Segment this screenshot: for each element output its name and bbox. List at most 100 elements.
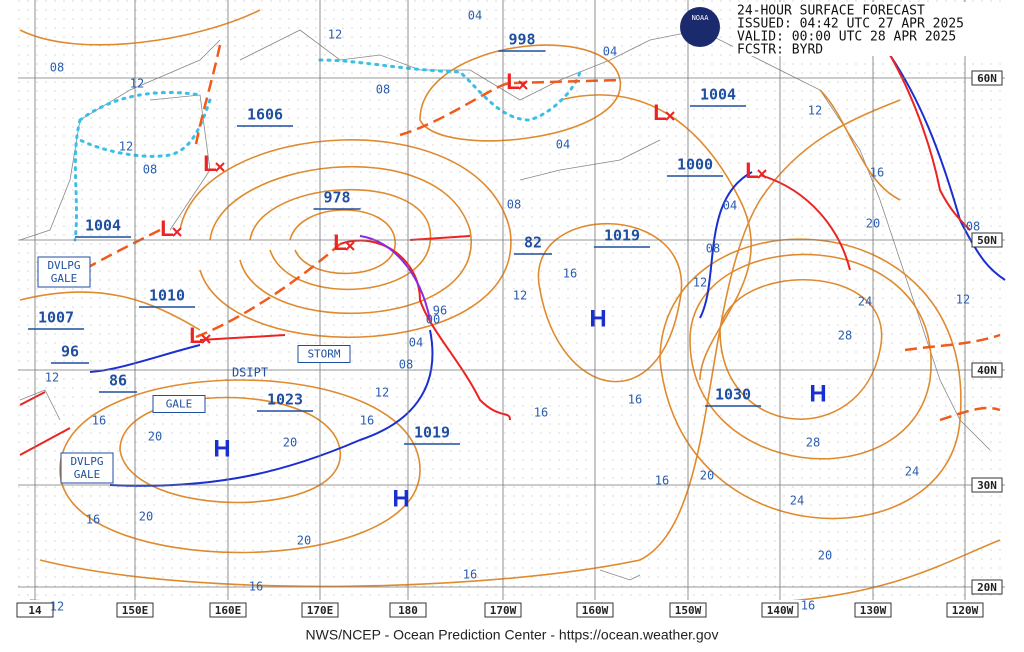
lon-label: 170W	[490, 604, 517, 617]
isobar-label: 16	[563, 267, 577, 281]
low-center: L	[189, 323, 202, 348]
header-box	[733, 2, 1003, 56]
isobar-label: 16	[534, 406, 548, 420]
isobar-label: 08	[376, 83, 390, 97]
isobar-label: 16	[628, 393, 642, 407]
high-center: H	[589, 305, 606, 332]
high-center: H	[392, 485, 409, 512]
pressure-center: 1010	[149, 287, 185, 305]
lon-label: 160W	[582, 604, 609, 617]
isobar-label: 12	[119, 140, 133, 154]
low-marker	[201, 334, 211, 344]
isobar-label: 08	[50, 61, 64, 75]
isobar-label: 12	[328, 28, 342, 42]
isobar-label: 24	[858, 295, 872, 309]
front-note: DSIPT	[232, 366, 268, 380]
lat-label-box	[971, 232, 1003, 248]
low-marker	[665, 111, 675, 121]
lon-label-box	[301, 602, 339, 618]
low-center: L	[333, 230, 346, 255]
isobar-label: 12	[50, 600, 64, 614]
low-marker	[215, 162, 225, 172]
isobar-label: 12	[956, 293, 970, 307]
lon-label-box	[16, 602, 54, 618]
lon-label: 150E	[122, 604, 149, 617]
lon-label-box	[761, 602, 799, 618]
isobars	[19, 9, 1001, 613]
warning-box	[60, 452, 114, 484]
lat-label: 30N	[977, 479, 997, 492]
lat-label-box	[971, 477, 1003, 493]
grid	[18, 0, 1005, 600]
isobar-label: 24	[790, 494, 804, 508]
isobar-label: 16	[249, 580, 263, 594]
high-center: H	[213, 435, 230, 462]
fronts	[19, 44, 1006, 487]
low-center: L	[203, 151, 216, 176]
isobar-label: 16	[801, 599, 815, 613]
warning-label: GALE	[74, 468, 101, 481]
lon-label-box	[669, 602, 707, 618]
header-line: VALID: 00:00 UTC 28 APR 2025	[737, 30, 956, 45]
isobar-label: 12	[693, 276, 707, 290]
lat-label: 20N	[977, 581, 997, 594]
isobar-label: 04	[409, 336, 423, 350]
lon-label: 180	[398, 604, 418, 617]
lat-label-box	[971, 362, 1003, 378]
lon-label: 170E	[307, 604, 334, 617]
warning-label: DVLPG	[70, 455, 103, 468]
lon-label: 150W	[675, 604, 702, 617]
isobar-label: 20	[818, 549, 832, 563]
pressure-center: 1007	[38, 309, 74, 327]
isobar-label: 20	[283, 436, 297, 450]
isobar-label: 16	[86, 513, 100, 527]
lat-label: 40N	[977, 364, 997, 377]
map-background	[18, 0, 1005, 600]
isobar-label: 24	[905, 465, 919, 479]
lat-label: 50N	[977, 234, 997, 247]
warning-box	[37, 256, 91, 288]
isobar-label: 12	[375, 386, 389, 400]
lon-label: 160E	[215, 604, 242, 617]
header-line: ISSUED: 04:42 UTC 27 APR 2025	[737, 17, 964, 32]
low-marker	[518, 80, 528, 90]
noaa-logo	[680, 7, 720, 47]
isobar-label: 20	[148, 430, 162, 444]
isobar-label: 08	[143, 163, 157, 177]
pressure-center: 1019	[604, 227, 640, 245]
lon-label-box	[389, 602, 427, 618]
pressure-center: 82	[524, 234, 542, 252]
pressure-center: 1004	[700, 86, 736, 104]
pressure-center: 1000	[677, 156, 713, 174]
lon-label-box	[209, 602, 247, 618]
isobar-label: 12	[808, 104, 822, 118]
isobar-label: 96	[433, 304, 447, 318]
isobar-label: 16	[463, 568, 477, 582]
isobar-label: 12	[130, 77, 144, 91]
warning-box	[297, 345, 351, 363]
footer: NWS/NCEP - Ocean Prediction Center - htt…	[306, 627, 719, 643]
low-center: L	[745, 158, 758, 183]
lon-label: 120W	[952, 604, 979, 617]
pressure-center: 1030	[715, 386, 751, 404]
isobar-label: 04	[603, 45, 617, 59]
low-marker	[345, 241, 355, 251]
isobar-label: 04	[556, 138, 570, 152]
isobar-label: 16	[655, 474, 669, 488]
lat-label: 60N	[977, 72, 997, 85]
isobar-label: 08	[706, 242, 720, 256]
pressure-center: 1019	[414, 424, 450, 442]
isobar-label: 16	[360, 414, 374, 428]
isobar-label: 08	[399, 358, 413, 372]
pressure-center: 96	[61, 343, 79, 361]
low-center: L	[653, 100, 666, 125]
lon-label: 140W	[767, 604, 794, 617]
lon-label-box	[484, 602, 522, 618]
lon-label: 14	[28, 604, 42, 617]
isobar-label: 28	[838, 329, 852, 343]
lat-label-box	[971, 70, 1003, 86]
pressure-center: 86	[109, 372, 127, 390]
warning-box	[152, 395, 206, 413]
